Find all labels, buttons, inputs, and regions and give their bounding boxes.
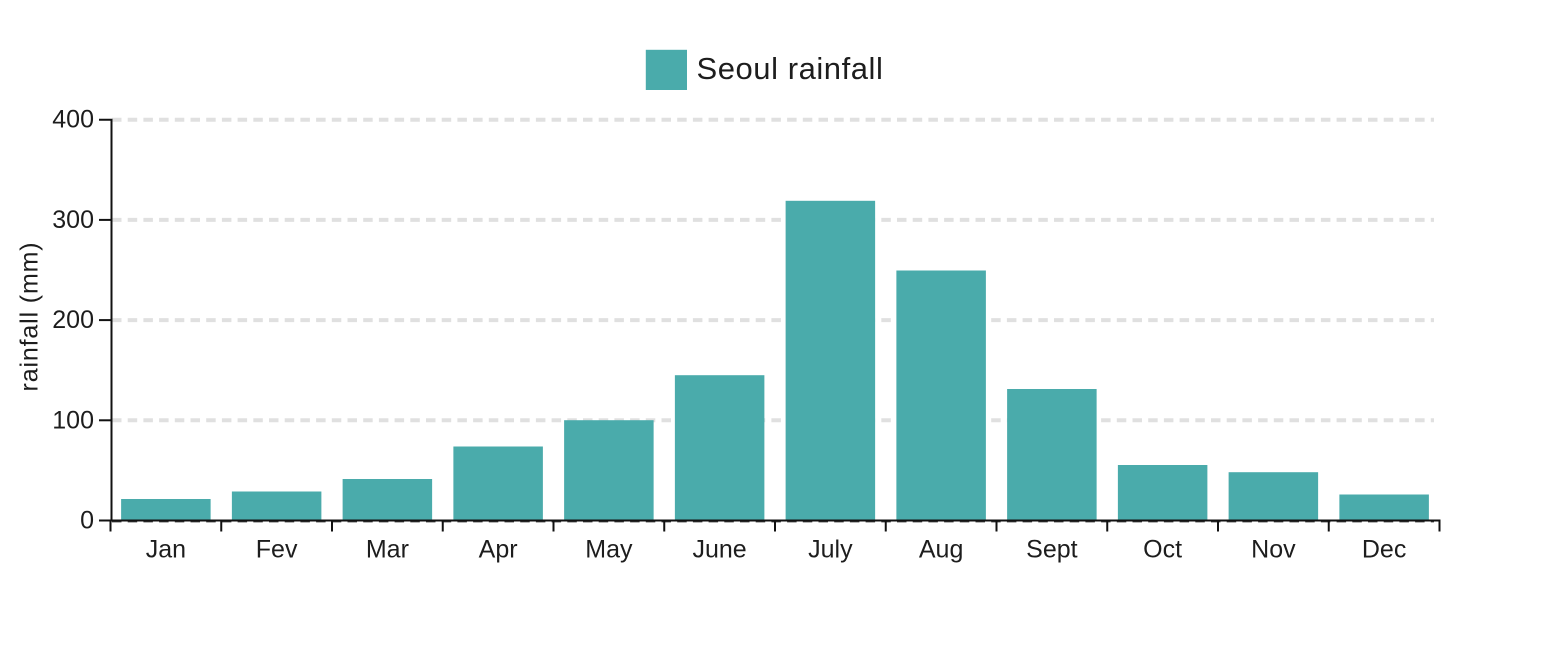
svg-text:Sept: Sept <box>1026 535 1077 563</box>
svg-text:Dec: Dec <box>1362 535 1406 563</box>
svg-text:100: 100 <box>52 406 94 434</box>
svg-text:Seoul rainfall: Seoul rainfall <box>697 51 884 86</box>
svg-text:June: June <box>693 535 747 563</box>
svg-text:May: May <box>585 535 633 563</box>
svg-text:Fev: Fev <box>256 535 298 563</box>
svg-text:0: 0 <box>80 507 94 535</box>
svg-text:Nov: Nov <box>1251 535 1296 563</box>
svg-text:300: 300 <box>52 206 94 234</box>
svg-text:200: 200 <box>52 306 94 334</box>
svg-text:Jan: Jan <box>146 535 186 563</box>
svg-text:Mar: Mar <box>366 535 409 563</box>
svg-text:rainfall (mm): rainfall (mm) <box>16 242 44 392</box>
svg-text:Aug: Aug <box>919 535 963 563</box>
svg-text:Apr: Apr <box>479 535 518 563</box>
svg-text:Oct: Oct <box>1143 535 1182 563</box>
svg-text:July: July <box>808 535 853 563</box>
svg-text:400: 400 <box>52 106 94 134</box>
